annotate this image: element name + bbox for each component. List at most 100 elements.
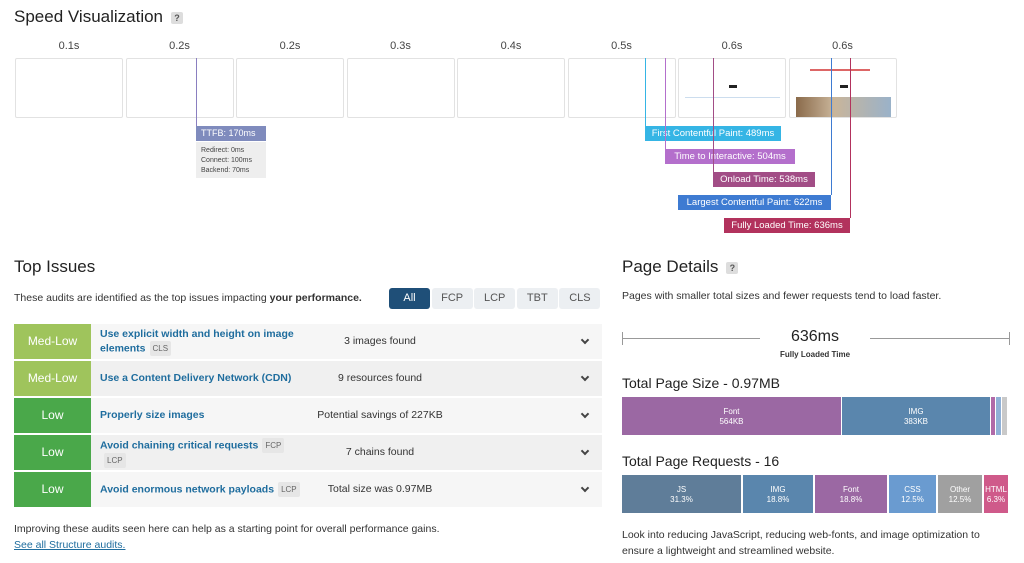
filter-button[interactable]: TBT [516,288,558,309]
issue-tag: FCP [262,437,285,453]
thumb-line [685,97,780,98]
audits-link[interactable]: See all Structure audits. [14,539,126,551]
ttfb-detail: Backend: 70ms [201,167,250,174]
bar-segment: JS 31.3% [622,475,741,513]
bar-segment: IMG 383KB [842,397,990,435]
issue-title-wrap: Avoid chaining critical requests FCP LCP [100,435,305,470]
ttfb-details: Redirect: 0ms Connect: 100ms Backend: 70ms [196,142,266,178]
issue-title-text[interactable]: Avoid enormous network payloads [100,483,275,496]
help-icon[interactable]: ? [726,261,739,274]
frame [125,58,234,118]
segment-name: Other [949,485,970,494]
timeline-tick [1009,332,1010,345]
issue-title-text[interactable]: Use explicit width and height on image e… [100,327,294,354]
segment-name: Font [842,485,859,494]
issue-tag: CLS [149,340,172,356]
row-bg [91,472,602,507]
segment-name: HTML [985,485,1007,494]
description-bold: your performance. [269,292,362,304]
frame [15,58,123,118]
segment-name: Font [723,407,740,416]
frame-time: 0.1s [58,40,80,52]
help-icon[interactable]: ? [171,11,184,24]
issue-title: Use a Content Delivery Network (CDN) [100,372,291,385]
segment-value: 383KB [903,417,929,426]
expand-chevron[interactable] [568,361,602,396]
expand-chevron[interactable] [568,398,602,433]
frame [346,58,455,118]
filter-button[interactable]: CLS [559,288,601,309]
segment-value: 18.8% [766,495,790,504]
segment-value: 18.8% [839,495,863,504]
filter-button[interactable]: FCP [431,288,473,309]
chevron-icon [580,409,590,418]
row-bg [91,435,602,470]
title-text: Page Details [622,257,719,276]
filter-button[interactable]: LCP [474,288,516,309]
marker-line [831,58,832,195]
frame [457,58,565,118]
marker-line [645,58,646,126]
issue-tag: LCP [278,482,300,497]
title-text: Speed Visualization [14,7,164,26]
issue-title-wrap: Use explicit width and height on image e… [100,324,305,359]
marker-label: Fully Loaded Time: 636ms [724,218,850,233]
frame [567,58,676,118]
segment-value: 6.3% [986,495,1006,504]
row-bg [91,398,602,433]
segment-name: CSS [904,485,921,494]
segment-value: 564KB [719,417,744,426]
severity-badge: Med-Low [14,324,91,359]
expand-chevron[interactable] [568,472,602,507]
issue-title: Properly size images [100,409,204,422]
frame-time: 0.3s [390,40,411,52]
frame [678,58,786,118]
section-title: Top Issues [14,257,96,276]
chevron-icon [580,372,590,381]
frame-time: 0.2s [279,40,301,52]
expand-chevron[interactable] [568,435,602,470]
timeline-tick [622,332,623,345]
thumb-bar [729,85,737,88]
description: Pages with smaller total sizes and fewer… [622,290,942,302]
issue-title-text[interactable]: Properly size images [100,409,205,421]
issue-title-text[interactable]: Use a Content Delivery Network (CDN) [100,372,292,384]
issue-detail: 3 images found [344,335,416,347]
filter-button[interactable]: All [389,288,430,309]
expand-chevron[interactable] [568,324,602,359]
row-bg [91,361,602,396]
severity-badge: Low [14,472,91,507]
segment-name: IMG [908,407,924,416]
chevron-icon [580,335,590,344]
ttfb-detail: Connect: 100ms [201,157,252,164]
section-title: Speed Visualization? [14,7,184,27]
footer-text: Look into reducing JavaScript, reducing … [622,529,980,557]
severity-badge: Med-Low [14,361,91,396]
bar-segment: IMG 18.8% [743,475,813,513]
thumb-image [795,97,891,117]
section-title: Page Details? [622,257,739,277]
issue-title-wrap: Properly size images [100,398,305,433]
segment-name: JS [676,485,687,494]
issue-title: Use explicit width and height on image e… [100,328,305,356]
issue-title-wrap: Use a Content Delivery Network (CDN) [100,361,305,396]
frame-time: 0.2s [169,40,190,52]
frame-time: 0.4s [500,40,522,52]
segment-name: IMG [770,485,786,494]
marker-line [850,58,851,218]
frame [788,58,897,118]
fully-loaded-value: 636ms [760,328,870,348]
row-bg [91,324,602,359]
segment-value: 12.5% [901,495,924,504]
severity-badge: Low [14,435,91,470]
ttfb-label: TTFB: 170ms [196,126,266,141]
severity-badge: Low [14,398,91,433]
segment-value: 12.5% [948,495,972,504]
frame-time: 0.6s [721,40,743,52]
issue-title-wrap: Avoid enormous network payloads LCP [100,472,305,507]
marker-label: Onload Time: 538ms [713,172,815,187]
issue-title-text[interactable]: Avoid chaining critical requests [100,438,259,451]
issue-tag: LCP [104,452,126,468]
marker-label: Largest Contentful Paint: 622ms [678,195,831,210]
